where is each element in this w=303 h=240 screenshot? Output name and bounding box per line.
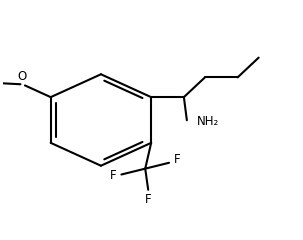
Text: F: F bbox=[145, 193, 152, 206]
Text: F: F bbox=[110, 169, 117, 182]
Text: F: F bbox=[174, 153, 180, 166]
Text: NH₂: NH₂ bbox=[197, 115, 219, 128]
Text: O: O bbox=[17, 70, 27, 83]
